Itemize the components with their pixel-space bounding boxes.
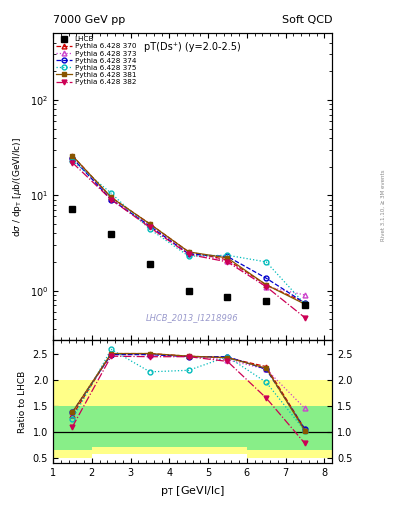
Bar xyxy=(130,380,208,454)
Pythia 6.428 374 xyxy=(70,155,75,161)
Line: LHCB: LHCB xyxy=(69,206,308,309)
Text: Rivet 3.1.10, ≥ 3M events: Rivet 3.1.10, ≥ 3M events xyxy=(381,169,386,241)
Pythia 6.428 373 xyxy=(303,292,307,298)
Pythia 6.428 373 xyxy=(109,196,114,202)
Bar xyxy=(247,406,332,450)
Pythia 6.428 374 xyxy=(303,300,307,306)
Bar xyxy=(92,380,130,454)
Y-axis label: d$\sigma$ / dp$_{\rm T}$ [$\mu$b/(GeVI/lc)]: d$\sigma$ / dp$_{\rm T}$ [$\mu$b/(GeVI/l… xyxy=(11,137,24,237)
Pythia 6.428 375 xyxy=(109,190,114,196)
Line: Pythia 6.428 375: Pythia 6.428 375 xyxy=(70,158,307,307)
Pythia 6.428 375 xyxy=(186,253,191,259)
Pythia 6.428 374 xyxy=(225,253,230,260)
Text: 7000 GeV pp: 7000 GeV pp xyxy=(53,14,125,25)
Pythia 6.428 382 xyxy=(109,197,114,203)
Pythia 6.428 382 xyxy=(264,284,268,290)
LHCB xyxy=(264,298,268,304)
Pythia 6.428 370 xyxy=(148,221,152,227)
Pythia 6.428 373 xyxy=(225,258,230,264)
Pythia 6.428 370 xyxy=(186,249,191,255)
Bar xyxy=(247,380,332,458)
X-axis label: p$_{\rm T}$ [GeVI/lc]: p$_{\rm T}$ [GeVI/lc] xyxy=(160,484,225,498)
Text: Soft QCD: Soft QCD xyxy=(282,14,332,25)
Y-axis label: Ratio to LHCB: Ratio to LHCB xyxy=(18,371,27,433)
Pythia 6.428 374 xyxy=(186,251,191,257)
LHCB xyxy=(186,288,191,294)
Pythia 6.428 374 xyxy=(264,275,268,281)
Pythia 6.428 381 xyxy=(148,221,152,227)
Bar xyxy=(208,406,247,446)
Pythia 6.428 375 xyxy=(303,301,307,307)
LHCB xyxy=(70,206,75,212)
Legend: LHCB, Pythia 6.428 370, Pythia 6.428 373, Pythia 6.428 374, Pythia 6.428 375, Py: LHCB, Pythia 6.428 370, Pythia 6.428 373… xyxy=(55,35,137,86)
Bar xyxy=(53,380,92,458)
LHCB xyxy=(303,302,307,308)
Bar xyxy=(92,406,130,446)
Pythia 6.428 382 xyxy=(186,251,191,258)
Pythia 6.428 381 xyxy=(264,282,268,288)
Pythia 6.428 373 xyxy=(70,154,75,160)
LHCB xyxy=(148,261,152,267)
Pythia 6.428 382 xyxy=(148,224,152,230)
Bar xyxy=(130,406,208,446)
Pythia 6.428 381 xyxy=(70,153,75,159)
Pythia 6.428 375 xyxy=(148,226,152,232)
Pythia 6.428 381 xyxy=(186,249,191,255)
Pythia 6.428 375 xyxy=(264,259,268,265)
Bar xyxy=(53,406,92,450)
Line: Pythia 6.428 381: Pythia 6.428 381 xyxy=(70,153,307,307)
LHCB xyxy=(225,294,230,301)
Pythia 6.428 381 xyxy=(303,301,307,307)
Bar xyxy=(208,380,247,454)
Pythia 6.428 381 xyxy=(109,195,114,201)
Pythia 6.428 374 xyxy=(109,197,114,203)
Line: Pythia 6.428 373: Pythia 6.428 373 xyxy=(70,155,307,297)
Pythia 6.428 381 xyxy=(225,255,230,261)
Pythia 6.428 370 xyxy=(225,257,230,263)
Pythia 6.428 370 xyxy=(303,300,307,306)
Pythia 6.428 374 xyxy=(148,223,152,229)
Pythia 6.428 373 xyxy=(264,284,268,290)
Line: Pythia 6.428 374: Pythia 6.428 374 xyxy=(70,156,307,306)
Pythia 6.428 370 xyxy=(70,153,75,159)
LHCB xyxy=(109,231,114,238)
Line: Pythia 6.428 370: Pythia 6.428 370 xyxy=(70,153,307,305)
Text: pT(Ds⁺) (y=2.0-2.5): pT(Ds⁺) (y=2.0-2.5) xyxy=(144,42,241,53)
Pythia 6.428 382 xyxy=(225,259,230,265)
Line: Pythia 6.428 382: Pythia 6.428 382 xyxy=(70,160,307,320)
Text: LHCB_2013_I1218996: LHCB_2013_I1218996 xyxy=(146,313,239,322)
Pythia 6.428 382 xyxy=(303,315,307,321)
Pythia 6.428 370 xyxy=(109,195,114,201)
Pythia 6.428 375 xyxy=(225,252,230,259)
Pythia 6.428 382 xyxy=(70,160,75,166)
Pythia 6.428 373 xyxy=(148,222,152,228)
Pythia 6.428 373 xyxy=(186,250,191,256)
Pythia 6.428 370 xyxy=(264,282,268,288)
Pythia 6.428 375 xyxy=(70,158,75,164)
